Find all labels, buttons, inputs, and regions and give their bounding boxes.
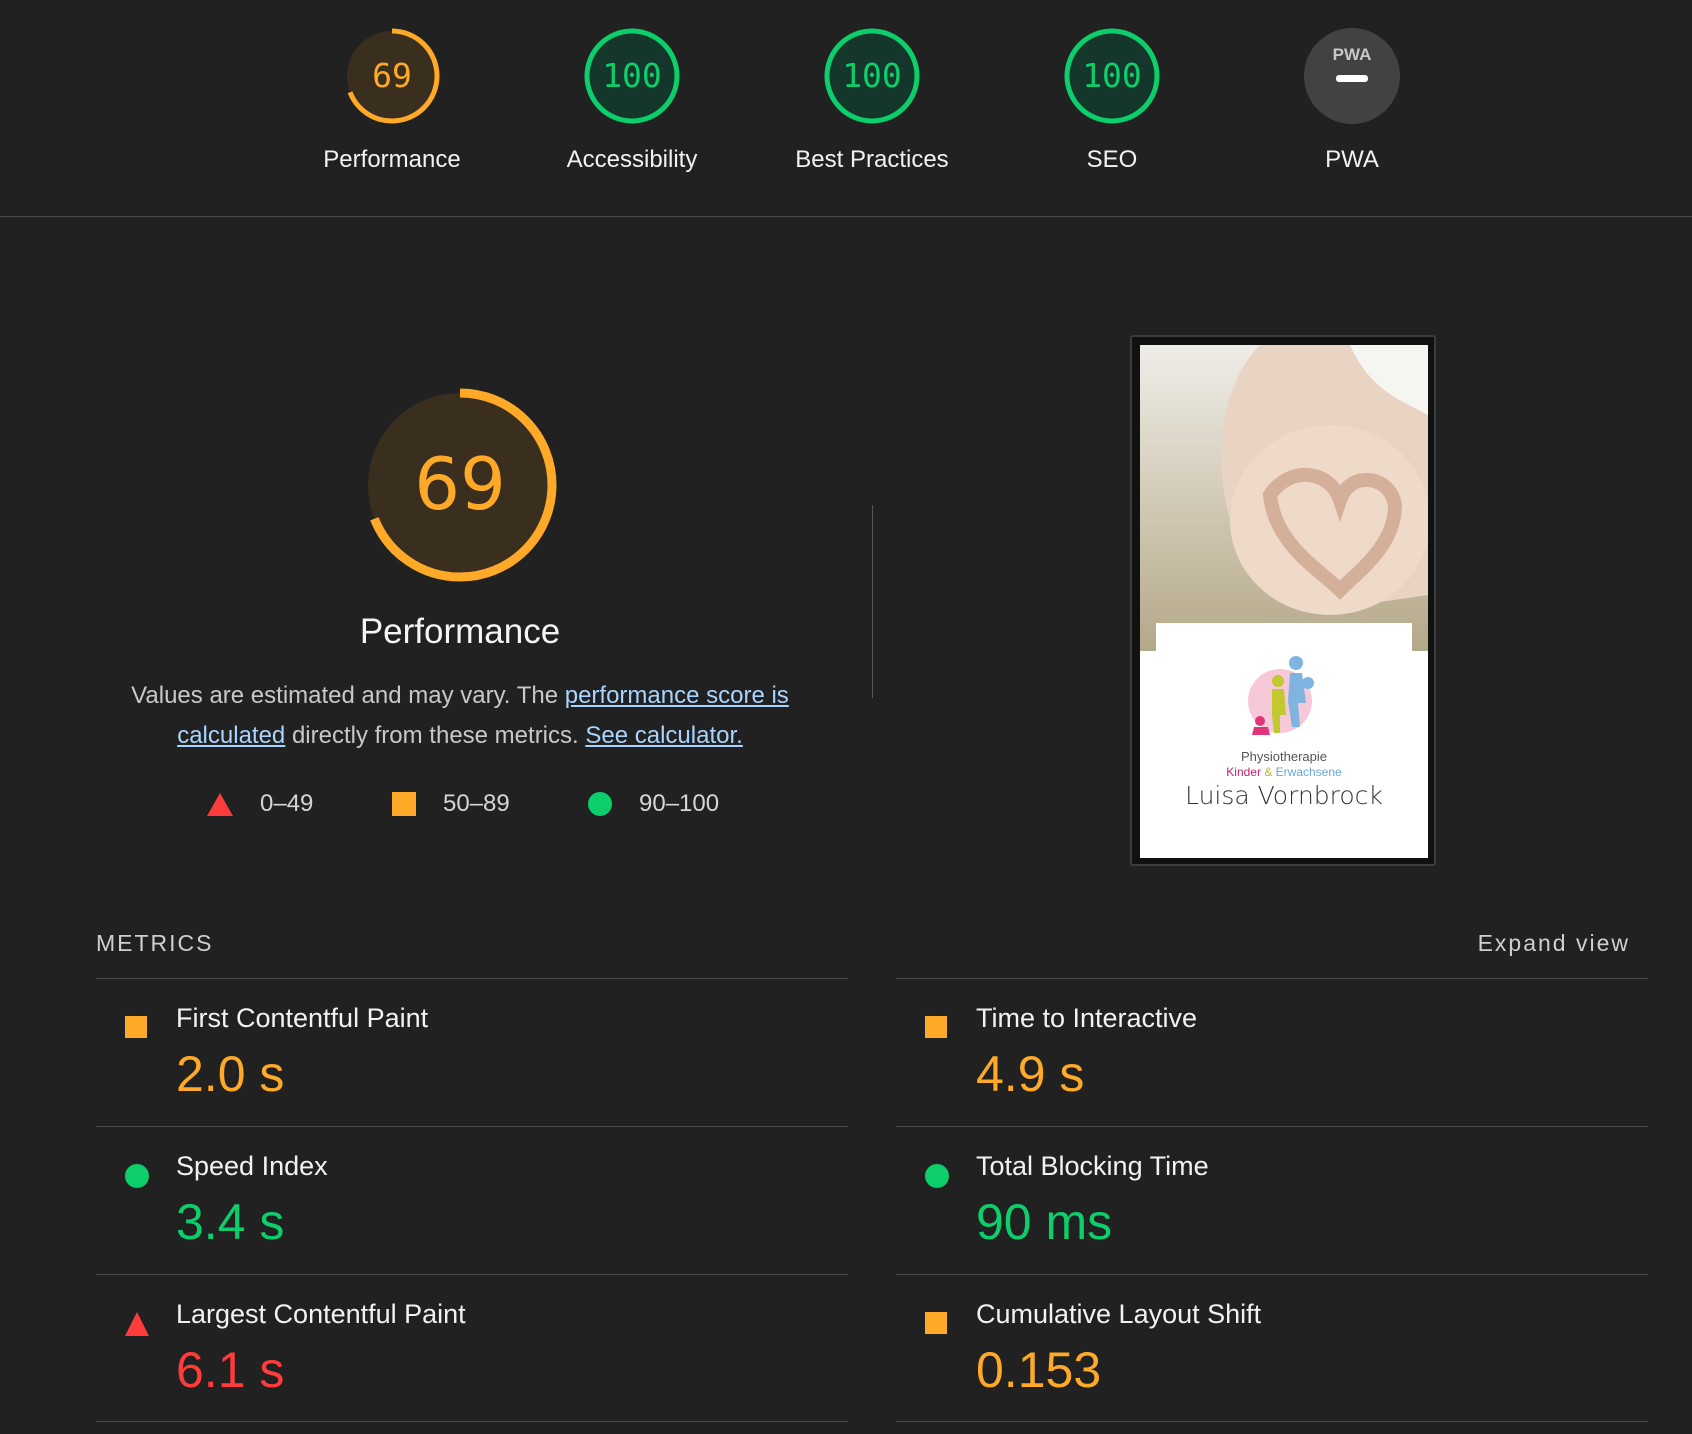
logo-line-3: Luisa Vornbrock xyxy=(1185,781,1383,810)
metric-value: 2.0 s xyxy=(176,1046,285,1102)
best-practices-label: Best Practices xyxy=(795,146,949,173)
legend-average: 50–89 xyxy=(391,790,510,818)
metric-name: Largest Contentful Paint xyxy=(176,1299,466,1329)
best-practices-gauge: 100 xyxy=(824,28,920,124)
vertical-divider xyxy=(872,505,873,698)
expand-view-button[interactable]: Expand view xyxy=(1477,930,1630,956)
metric-largest-contentful-paint: Largest Contentful Paint 6.1 s xyxy=(96,1274,848,1423)
score-summary-bar: 69 Performance 100 Accessibility 100 Bes… xyxy=(0,0,1692,217)
metric-name: Cumulative Layout Shift xyxy=(976,1299,1262,1329)
metrics-heading: METRICS xyxy=(96,930,214,956)
metric-total-blocking-time: Total Blocking Time 90 ms xyxy=(896,1126,1648,1275)
performance-main-arc xyxy=(363,388,557,582)
score-accessibility[interactable]: 100 Accessibility xyxy=(522,26,742,174)
legend-fail: 0–49 xyxy=(206,790,313,818)
metric-name: First Contentful Paint xyxy=(176,1003,429,1033)
pwa-label: PWA xyxy=(1325,146,1379,173)
green-circle-icon xyxy=(588,792,612,816)
accessibility-gauge: 100 xyxy=(584,28,680,124)
logo-kinder: Kinder xyxy=(1226,765,1261,779)
score-performance[interactable]: 69 Performance xyxy=(282,26,502,174)
score-calculated-link[interactable]: performance score is calculated xyxy=(177,682,789,749)
seo-gauge: 100 xyxy=(1064,28,1160,124)
logo-erwachsene: Erwachsene xyxy=(1275,765,1342,779)
metric-value: 0.153 xyxy=(976,1342,1102,1398)
seo-score-value: 100 xyxy=(1082,56,1142,95)
metric-speed-index: Speed Index 3.4 s xyxy=(96,1126,848,1275)
screenshot-hero-photo xyxy=(1140,345,1428,651)
screenshot-logo-card: Physiotherapie Kinder & Erwachsene Luisa… xyxy=(1156,623,1412,858)
red-triangle-icon xyxy=(207,793,233,816)
metric-name: Time to Interactive xyxy=(976,1003,1198,1033)
metrics-bottom-divider xyxy=(96,1421,848,1422)
metric-cumulative-layout-shift: Cumulative Layout Shift 0.153 xyxy=(896,1274,1648,1423)
orange-square-icon xyxy=(925,1016,947,1038)
metric-value: 3.4 s xyxy=(176,1194,285,1250)
metric-name: Speed Index xyxy=(176,1151,328,1181)
accessibility-label: Accessibility xyxy=(566,146,698,173)
performance-description: Values are estimated and may vary. The p… xyxy=(110,676,810,756)
metric-name: Total Blocking Time xyxy=(976,1151,1209,1181)
seo-label: SEO xyxy=(1086,146,1138,173)
performance-main-gauge: 69 xyxy=(363,388,557,582)
physio-logo-icon xyxy=(1248,656,1314,735)
metrics-bottom-divider xyxy=(896,1421,1648,1422)
desc-text-1: Values are estimated and may vary. The xyxy=(131,682,565,709)
metric-time-to-interactive: Time to Interactive 4.9 s xyxy=(896,978,1648,1127)
performance-title: Performance xyxy=(359,612,561,651)
green-circle-icon xyxy=(125,1164,149,1188)
orange-square-icon xyxy=(125,1016,147,1038)
logo-line-1: Physiotherapie xyxy=(1241,749,1327,764)
accessibility-score-value: 100 xyxy=(602,56,662,95)
red-triangle-icon xyxy=(125,1312,149,1336)
score-seo[interactable]: 100 SEO xyxy=(1002,26,1222,174)
performance-gauge: 69 xyxy=(344,28,440,124)
orange-square-icon xyxy=(925,1312,947,1334)
legend-pass: 90–100 xyxy=(587,790,719,818)
legend-pass-range: 90–100 xyxy=(639,790,720,817)
performance-main-score: 69 xyxy=(414,442,506,526)
best-practices-score-value: 100 xyxy=(842,56,902,95)
logo-line-2: Kinder & Erwachsene xyxy=(1156,765,1412,779)
logo-ampersand: & xyxy=(1264,765,1273,779)
pregnant-belly-image xyxy=(1221,345,1428,615)
legend-fail-range: 0–49 xyxy=(260,790,314,817)
metric-first-contentful-paint: First Contentful Paint 2.0 s xyxy=(96,978,848,1127)
metric-value: 4.9 s xyxy=(976,1046,1085,1102)
screenshot-content: Physiotherapie Kinder & Erwachsene Luisa… xyxy=(1140,345,1428,858)
pwa-dash-icon xyxy=(1336,75,1368,82)
orange-square-icon xyxy=(392,792,416,816)
metric-value: 90 ms xyxy=(976,1194,1113,1250)
see-calculator-link[interactable]: See calculator. xyxy=(585,722,743,749)
performance-label: Performance xyxy=(323,146,461,173)
score-best-practices[interactable]: 100 Best Practices xyxy=(762,26,982,174)
pwa-badge-icon: PWA xyxy=(1304,28,1400,124)
final-screenshot[interactable]: Physiotherapie Kinder & Erwachsene Luisa… xyxy=(1130,335,1436,866)
performance-score-value: 69 xyxy=(372,56,412,95)
legend-average-range: 50–89 xyxy=(443,790,510,817)
score-pwa[interactable]: PWA PWA xyxy=(1242,26,1462,174)
green-circle-icon xyxy=(925,1164,949,1188)
metric-value: 6.1 s xyxy=(176,1342,285,1398)
pwa-badge-text: PWA xyxy=(1333,45,1372,64)
desc-text-2: directly from these metrics. xyxy=(285,722,586,749)
